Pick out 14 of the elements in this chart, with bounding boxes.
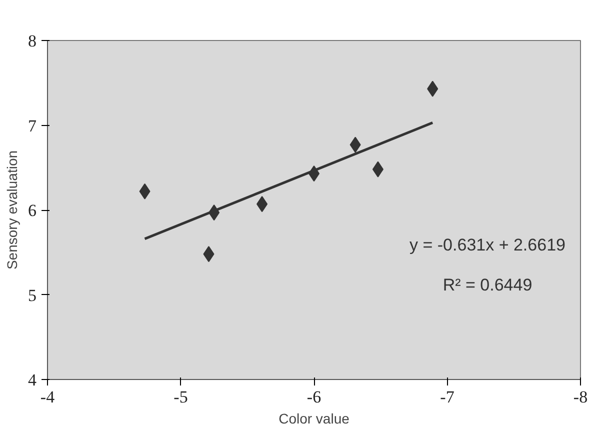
x-tick-label: -6 (306, 388, 322, 406)
y-tick-label: 8 (28, 32, 36, 50)
annotation: R² = 0.6449 (442, 276, 532, 294)
x-tick-label: -8 (573, 388, 588, 406)
x-tick-label: -4 (40, 388, 56, 406)
y-axis-title: Sensory evaluation (4, 150, 20, 270)
y-tick-label: 6 (28, 201, 36, 220)
y-tick-label: 7 (28, 116, 37, 136)
y-tick-label: 4 (28, 370, 37, 390)
x-axis-title: Color value (278, 410, 350, 426)
x-tick-label: -7 (440, 388, 455, 406)
annotation: y = -0.631x + 2.6619 (410, 236, 566, 254)
x-tick-label: -5 (174, 388, 188, 406)
y-tick-label: 5 (28, 286, 36, 305)
